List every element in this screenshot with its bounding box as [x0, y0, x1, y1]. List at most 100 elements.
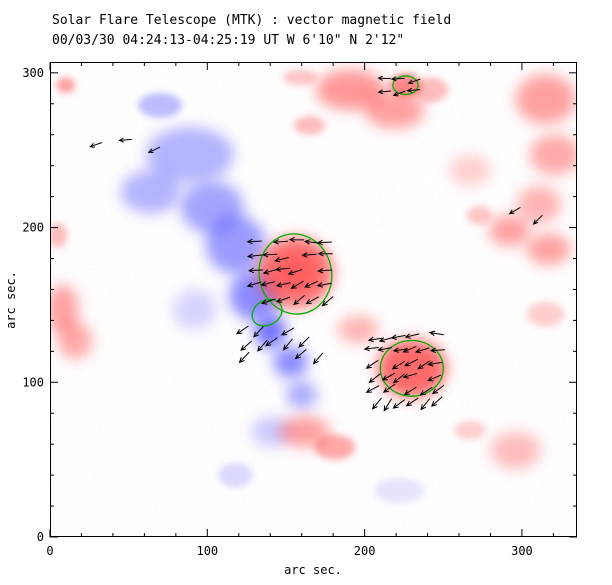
field-vector: [240, 340, 253, 351]
plot-border: [50, 62, 577, 537]
field-contour: [258, 233, 333, 315]
field-vector: [298, 336, 310, 348]
field-vector: [365, 385, 380, 393]
field-vector: [392, 399, 405, 409]
field-contour: [392, 75, 419, 96]
field-vector: [368, 373, 381, 384]
field-vector: [260, 298, 276, 305]
polarity-blob-pos: [466, 205, 493, 225]
field-vector: [303, 280, 319, 288]
field-contour: [251, 298, 283, 327]
polarity-blob-pos: [413, 77, 449, 103]
polarity-blob-pos: [517, 185, 562, 223]
field-vector: [363, 345, 379, 352]
field-vector: [89, 142, 103, 148]
polarity-blob-pos: [282, 69, 318, 86]
field-vector: [404, 358, 418, 367]
polarity-blob-pos: [337, 315, 379, 344]
field-vector: [404, 333, 420, 339]
field-vector: [246, 253, 263, 259]
field-vector: [316, 282, 332, 288]
polarity-blob-pos: [488, 215, 530, 247]
field-vector: [301, 252, 317, 258]
field-vector: [381, 372, 396, 381]
polarity-blob-pos: [526, 233, 571, 265]
field-vector: [280, 327, 295, 336]
field-vector: [377, 346, 393, 352]
field-vector: [262, 251, 278, 258]
field-vector: [377, 75, 391, 81]
field-vector: [246, 238, 262, 245]
field-vector: [532, 214, 543, 225]
field-vector: [293, 295, 305, 306]
y-tick-label: 100: [22, 375, 44, 389]
field-vector: [235, 325, 249, 335]
field-vector: [238, 351, 250, 364]
field-vector: [305, 296, 319, 305]
x-tick-label: 0: [46, 544, 53, 558]
field-vector: [316, 239, 332, 246]
field-vector: [272, 239, 288, 245]
field-vector: [260, 281, 276, 287]
field-vector: [427, 374, 442, 382]
field-vector: [312, 352, 324, 365]
polarity-blob-neg: [251, 416, 293, 448]
contour-layer: [251, 75, 444, 397]
field-vector: [317, 250, 333, 257]
field-vector: [419, 386, 433, 396]
field-vector: [420, 398, 431, 411]
polarity-blob-pos: [50, 222, 68, 248]
field-vector: [405, 397, 419, 407]
field-vector: [391, 361, 405, 370]
field-vector: [382, 383, 396, 393]
field-vector: [290, 280, 304, 289]
field-vector: [294, 349, 307, 360]
field-vector: [406, 87, 421, 93]
field-vector: [273, 257, 289, 263]
field-vector: [414, 347, 430, 354]
field-vector: [402, 345, 417, 353]
x-tick-label: 100: [196, 544, 218, 558]
field-vector: [383, 398, 393, 412]
polarity-blob-neg: [138, 92, 183, 118]
field-vector: [427, 361, 443, 367]
polarity-blob-pos: [377, 338, 447, 398]
polarity-blob-pos: [57, 321, 93, 360]
field-vector: [247, 267, 264, 274]
field-vector: [430, 396, 443, 407]
polarity-blob-pos: [454, 420, 486, 440]
field-vector: [377, 89, 392, 95]
field-vector: [407, 78, 421, 85]
polarity-blob-pos: [515, 74, 576, 124]
polarity-blob-neg: [273, 346, 308, 378]
field-vector: [275, 296, 291, 303]
polarity-blob-pos: [526, 301, 565, 327]
polarity-blob-pos: [50, 284, 79, 335]
field-vector: [147, 146, 161, 153]
field-vector: [392, 373, 405, 384]
field-vector: [508, 206, 521, 215]
field-vector: [390, 76, 405, 82]
polarity-blobs-layer: [50, 69, 577, 503]
y-tick-label: 0: [37, 530, 44, 544]
field-vector: [371, 397, 382, 410]
field-vector: [403, 386, 417, 396]
x-axis-label: arc sec.: [284, 563, 342, 577]
polarity-blob-pos: [490, 431, 541, 469]
field-vector: [257, 339, 268, 352]
field-contour: [379, 339, 444, 397]
axes-layer: 0 100 200 300 0 100 200 300: [22, 62, 577, 558]
field-vector: [246, 281, 262, 288]
field-vector: [288, 236, 305, 243]
field-vector: [365, 359, 379, 369]
field-vector: [367, 336, 383, 343]
y-tick-label: 300: [22, 66, 44, 80]
field-vector: [392, 90, 406, 97]
field-vector: [275, 282, 291, 288]
field-vector: [390, 334, 406, 340]
polarity-blob-neg: [285, 380, 318, 409]
polarity-blob-neg: [120, 170, 181, 214]
field-vector: [402, 373, 418, 379]
polarity-blob-pos: [274, 252, 316, 290]
